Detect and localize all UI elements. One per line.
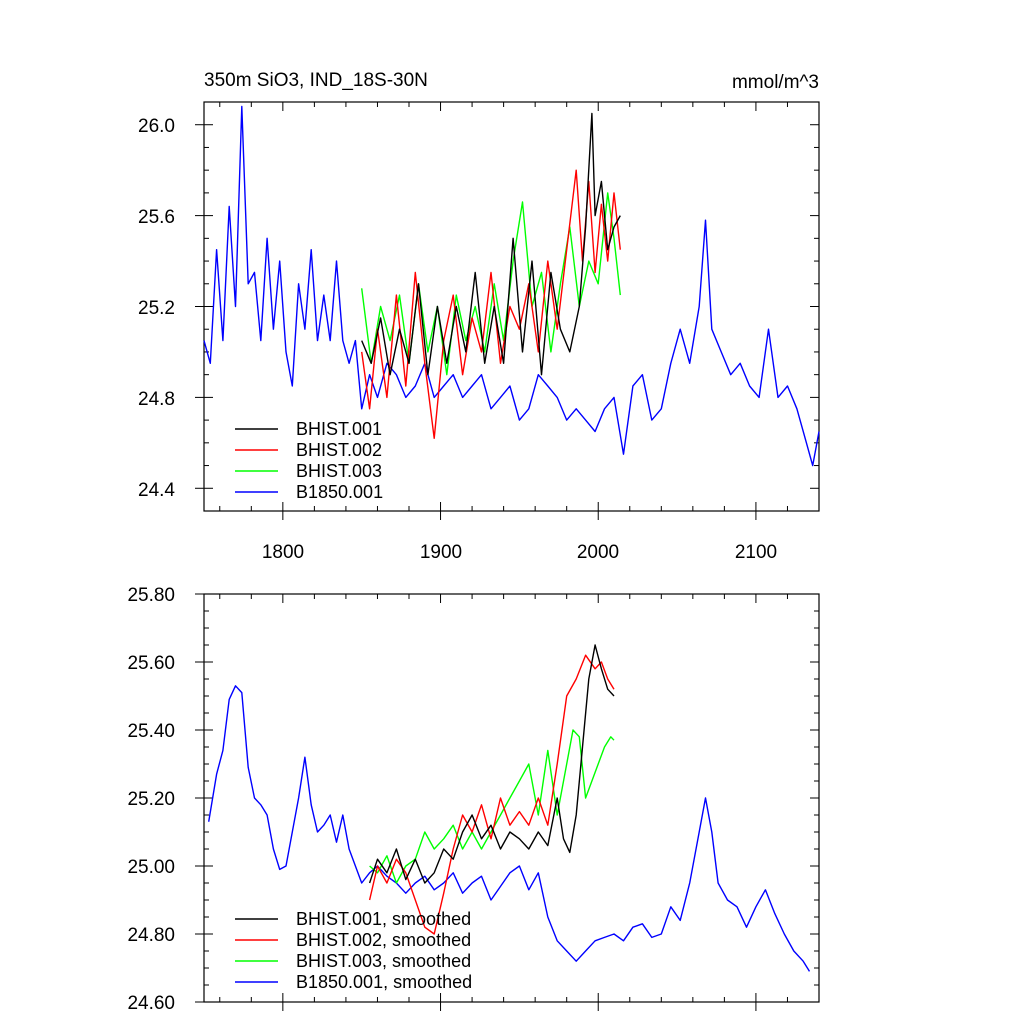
bottom-series-line-b1850-001-smoothed bbox=[208, 685, 811, 972]
top-legend-label-b1850: B1850.001 bbox=[296, 482, 383, 502]
top-y-tick-labels: 24.4 24.8 25.2 25.6 26.0 bbox=[138, 116, 175, 501]
bottom-y-tick-label-25.40: 25.40 bbox=[127, 721, 175, 742]
top-axis-ticks bbox=[195, 101, 820, 520]
top-x-tick-label-1800: 1800 bbox=[262, 542, 304, 563]
top-legend-label-bhist001: BHIST.001 bbox=[296, 419, 382, 439]
top-series-line-b1850-001 bbox=[203, 105, 820, 467]
bottom-panel: 24.60 24.80 25.00 25.20 25.40 25.60 25.8… bbox=[127, 585, 820, 1014]
top-panel: 350m SiO3, IND_18S-30N mmol/m^3 1800 190… bbox=[138, 70, 820, 563]
top-x-tick-label-2000: 2000 bbox=[577, 542, 619, 563]
bottom-series-group bbox=[208, 644, 811, 972]
bottom-legend-label-bhist002: BHIST.002, smoothed bbox=[296, 930, 471, 950]
top-y-tick-label-24.8: 24.8 bbox=[138, 389, 175, 410]
bottom-series-line-bhist-001-smoothed bbox=[368, 644, 615, 884]
top-y-tick-label-26.0: 26.0 bbox=[138, 116, 175, 137]
top-chart-units: mmol/m^3 bbox=[732, 72, 819, 93]
top-legend: BHIST.001 BHIST.002 BHIST.003 B1850.001 bbox=[235, 419, 383, 502]
top-x-tick-label-2100: 2100 bbox=[735, 542, 777, 563]
bottom-y-tick-label-24.80: 24.80 bbox=[127, 925, 175, 946]
bottom-legend-label-bhist003: BHIST.003, smoothed bbox=[296, 951, 471, 971]
bottom-legend-label-bhist001: BHIST.001, smoothed bbox=[296, 909, 471, 929]
bottom-y-tick-label-25.20: 25.20 bbox=[127, 789, 175, 810]
bottom-legend-label-b1850: B1850.001, smoothed bbox=[296, 972, 472, 992]
bottom-legend: BHIST.001, smoothed BHIST.002, smoothed … bbox=[235, 909, 472, 992]
top-series-line-bhist-003 bbox=[361, 192, 621, 376]
top-chart-title: 350m SiO3, IND_18S-30N bbox=[204, 70, 428, 91]
bottom-y-tick-labels: 24.60 24.80 25.00 25.20 25.40 25.60 25.8… bbox=[127, 585, 175, 1014]
bottom-series-line-bhist-002-smoothed bbox=[368, 654, 615, 935]
top-legend-label-bhist002: BHIST.002 bbox=[296, 440, 382, 460]
top-series-line-bhist-001 bbox=[361, 112, 621, 376]
top-y-tick-label-25.6: 25.6 bbox=[138, 207, 175, 228]
top-legend-label-bhist003: BHIST.003 bbox=[296, 461, 382, 481]
top-x-tick-label-1900: 1900 bbox=[420, 542, 462, 563]
bottom-axis-ticks bbox=[195, 593, 820, 1011]
top-y-tick-label-25.2: 25.2 bbox=[138, 298, 175, 319]
bottom-y-tick-label-25.80: 25.80 bbox=[127, 585, 175, 606]
bottom-y-tick-label-25.60: 25.60 bbox=[127, 653, 175, 674]
top-series-group bbox=[203, 105, 820, 467]
bottom-y-tick-label-24.60: 24.60 bbox=[127, 993, 175, 1014]
bottom-series-line-bhist-003-smoothed bbox=[369, 729, 615, 884]
top-x-tick-labels: 1800 1900 2000 2100 bbox=[262, 542, 777, 563]
bottom-y-tick-label-25.00: 25.00 bbox=[127, 857, 175, 878]
top-y-tick-label-24.4: 24.4 bbox=[138, 480, 175, 501]
